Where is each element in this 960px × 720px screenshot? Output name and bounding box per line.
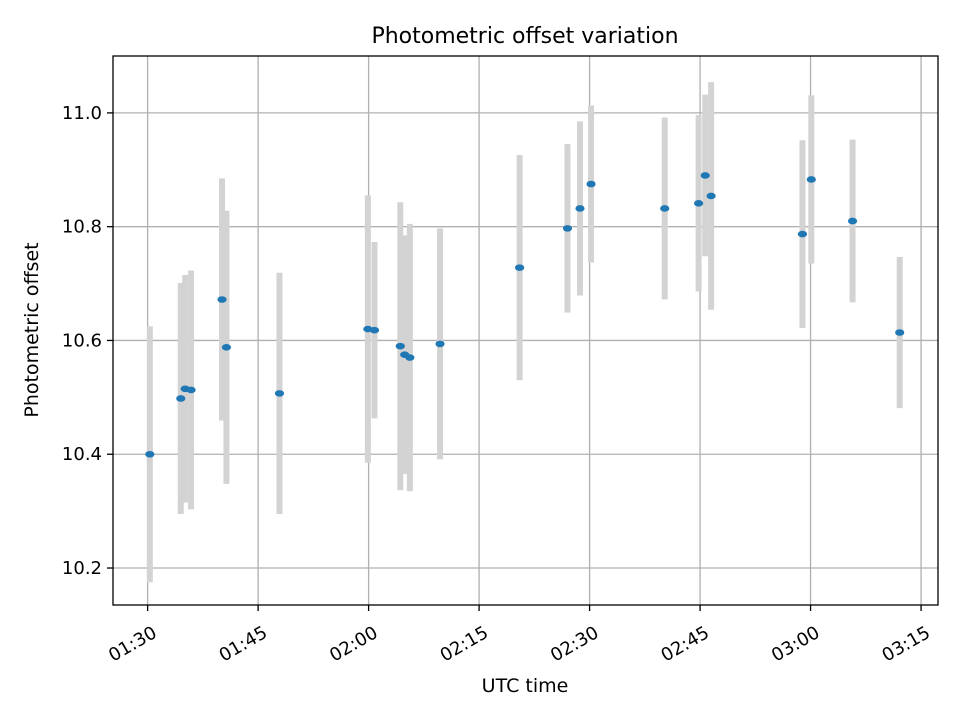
y-tick-label: 10.4: [62, 444, 102, 465]
data-points: [145, 172, 905, 458]
data-point: [221, 343, 232, 351]
data-point: [176, 395, 186, 402]
data-point: [435, 340, 445, 348]
data-point: [586, 180, 596, 188]
y-tick-label: 10.8: [62, 217, 102, 238]
data-point: [186, 386, 196, 394]
data-point: [217, 296, 227, 303]
data-point: [806, 176, 816, 183]
data-point: [369, 326, 380, 334]
data-point: [575, 205, 585, 212]
y-tick-label: 10.6: [62, 330, 102, 351]
data-point: [145, 450, 155, 458]
y-tick-label: 10.2: [62, 558, 102, 579]
data-point: [847, 217, 858, 225]
data-point: [797, 230, 808, 238]
data-point: [405, 354, 415, 361]
data-point: [694, 200, 704, 207]
x-axis-label: UTC time: [482, 675, 569, 697]
y-axis-label: Photometric offset: [21, 242, 43, 417]
data-point: [660, 205, 670, 212]
data-point: [395, 342, 405, 350]
y-axis: 10.2 10.4 10.6 10.8 11.0: [62, 103, 113, 579]
data-point: [700, 172, 710, 179]
data-point: [562, 225, 573, 232]
y-tick-label: 11.0: [62, 103, 102, 124]
chart-title: Photometric offset variation: [371, 24, 678, 49]
data-point: [706, 192, 716, 200]
data-point: [895, 329, 905, 336]
plot-frame: [112, 55, 939, 606]
data-point: [515, 264, 525, 271]
data-point: [274, 390, 285, 397]
